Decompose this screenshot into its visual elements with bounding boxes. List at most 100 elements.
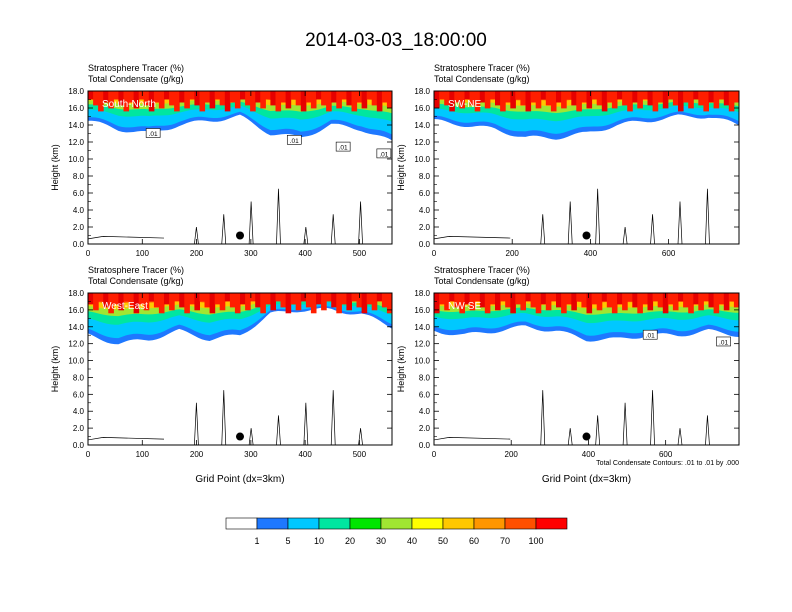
tracer-stripe xyxy=(733,293,740,308)
tracer-stripe xyxy=(310,293,317,314)
tracer-stripe xyxy=(336,91,342,109)
tracer-stripe xyxy=(713,91,720,109)
tracer-stripe xyxy=(708,91,715,103)
x-tick-label: 600 xyxy=(659,450,673,459)
tracer-stripe xyxy=(98,91,104,112)
tracer-stripe xyxy=(479,91,486,103)
tracer-stripe xyxy=(169,91,175,106)
tracer-stripe xyxy=(703,91,709,112)
y-tick-label: 6.0 xyxy=(73,189,85,198)
tracer-stripe xyxy=(586,293,593,314)
tracer-stripe xyxy=(495,91,501,106)
y-tick-label: 16.0 xyxy=(68,104,84,113)
tracer-stripe xyxy=(331,91,337,103)
tracer-stripe xyxy=(581,293,587,308)
tracer-stripe xyxy=(138,293,145,305)
contour-label: .01 xyxy=(339,145,348,152)
y-tick-label: 4.0 xyxy=(419,206,431,215)
tracer-stripe xyxy=(204,91,211,103)
y-tick-label: 4.0 xyxy=(73,206,85,215)
colorbar-swatch xyxy=(318,517,351,530)
tracer-stripe xyxy=(295,293,302,311)
tracer-stripe xyxy=(179,293,185,308)
tracer-stripe xyxy=(158,91,165,109)
y-tick-label: 12.0 xyxy=(414,138,430,147)
tracer-stripe xyxy=(713,293,720,314)
tracer-stripe xyxy=(209,91,216,109)
colorbar-label: 60 xyxy=(469,536,479,546)
tracer-stripe xyxy=(128,293,135,308)
tracer-stripe xyxy=(290,91,297,100)
tracer-stripe xyxy=(484,91,491,109)
tracer-stripe xyxy=(245,91,251,106)
y-tick-label: 10.0 xyxy=(68,155,84,164)
y-tick-label: 16.0 xyxy=(414,104,430,113)
tracer-stripe xyxy=(270,91,276,106)
tracer-stripe xyxy=(434,293,440,314)
tracer-stripe xyxy=(667,293,674,305)
tracer-stripe xyxy=(439,91,445,100)
tracer-stripe xyxy=(138,91,145,100)
tracer-stripe xyxy=(540,91,547,100)
y-tick-label: 16.0 xyxy=(414,306,430,315)
y-axis-label: Height (km) xyxy=(396,346,406,393)
tracer-stripe xyxy=(718,293,725,305)
x-tick-label: 0 xyxy=(86,450,91,459)
tracer-stripe xyxy=(662,91,669,109)
y-tick-label: 12.0 xyxy=(68,138,84,147)
tracer-stripe xyxy=(545,91,552,106)
tracer-stripe xyxy=(469,293,476,311)
tracer-stripe xyxy=(672,293,679,311)
tracer-stripe xyxy=(108,293,114,314)
x-axis-label: Grid Point (dx=3km) xyxy=(542,474,631,485)
tracer-stripe xyxy=(444,293,450,311)
tracer-stripe xyxy=(693,91,699,100)
y-tick-label: 8.0 xyxy=(73,373,85,382)
x-tick-label: 300 xyxy=(244,249,258,258)
tracer-stripe xyxy=(245,293,251,311)
y-tick-label: 8.0 xyxy=(419,172,431,181)
x-tick-label: 400 xyxy=(298,249,312,258)
tracer-stripe xyxy=(255,293,261,308)
tracer-stripe xyxy=(260,91,266,109)
colorbar-swatch xyxy=(380,517,413,530)
tracer-stripe xyxy=(199,293,206,302)
tracer-stripe xyxy=(500,293,506,302)
tracer-stripe xyxy=(688,91,694,109)
y-tick-label: 10.0 xyxy=(414,155,430,164)
contour-line xyxy=(87,235,165,240)
colorbar-swatch xyxy=(473,517,506,530)
tracer-stripe xyxy=(224,293,231,302)
tracer-stripe xyxy=(617,293,623,305)
tracer-stripe xyxy=(113,91,119,100)
tracer-stripe xyxy=(733,91,740,103)
tracer-stripe xyxy=(489,293,496,305)
tracer-stripe xyxy=(93,293,99,311)
tracer-stripe xyxy=(108,91,114,109)
tracer-stripe xyxy=(351,293,358,302)
tracer-stripe xyxy=(672,91,679,106)
tracer-stripe xyxy=(683,91,689,103)
tracer-stripe xyxy=(366,91,373,100)
tracer-stripe xyxy=(459,91,465,109)
contour-line xyxy=(358,201,363,245)
tracer-stripe xyxy=(316,91,322,100)
y-tick-label: 6.0 xyxy=(419,189,431,198)
tracer-stripe xyxy=(381,91,388,103)
tracer-stripe xyxy=(637,293,643,314)
contour-label-box xyxy=(376,148,392,159)
tracer-stripe xyxy=(280,293,287,308)
tracer-stripe xyxy=(723,293,730,311)
y-tick-label: 14.0 xyxy=(68,121,84,130)
tracer-stripe xyxy=(474,293,481,302)
contour-label: .01 xyxy=(149,131,158,138)
tracer-stripe xyxy=(561,91,567,109)
tracer-stripe xyxy=(270,293,276,311)
x-tick-label: 200 xyxy=(190,450,204,459)
condensate-label: Total Condensate (g/kg) xyxy=(434,276,530,286)
tracer-stripe xyxy=(591,91,598,100)
tracer-stripe xyxy=(556,293,562,308)
colorbar-swatch xyxy=(256,517,289,530)
tracer-stripe xyxy=(189,293,195,305)
